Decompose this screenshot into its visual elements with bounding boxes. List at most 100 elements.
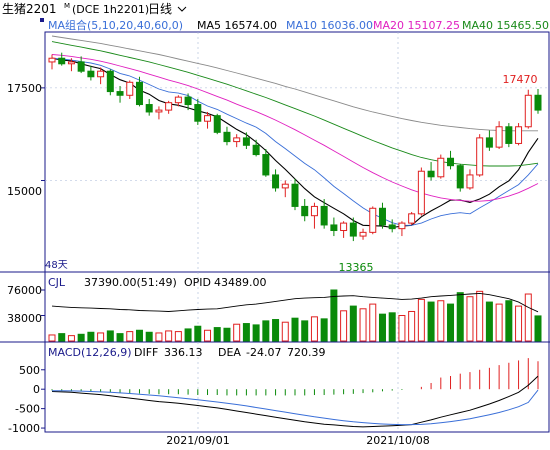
candle-body	[126, 81, 134, 96]
candle-body	[505, 126, 513, 144]
candle-body	[349, 222, 357, 237]
volume-bar	[340, 310, 348, 342]
volume-bar	[524, 293, 532, 342]
volume-bar	[252, 324, 260, 342]
collapse-icon[interactable]	[40, 18, 44, 22]
volume-bar	[301, 320, 309, 342]
candle-body	[495, 126, 503, 148]
candle-body	[174, 96, 182, 104]
volume-bar	[515, 305, 523, 342]
volume-bar	[310, 316, 318, 342]
chevron-down-icon[interactable]	[177, 6, 187, 12]
price-tick-17500: 17500	[7, 82, 42, 95]
candle-body	[310, 205, 318, 217]
volume-bar	[58, 333, 66, 342]
volume-bar	[262, 320, 270, 342]
volume-bar	[388, 312, 396, 342]
volume-bar	[466, 296, 474, 342]
candle-body	[135, 81, 143, 106]
candle-body	[48, 57, 56, 63]
opid-line	[51, 292, 539, 313]
line-ma40	[51, 41, 539, 167]
vol-tick-38000: 38000	[7, 312, 42, 325]
volume-bar	[77, 333, 85, 342]
candle-body	[456, 165, 464, 189]
volume-bar	[155, 332, 163, 342]
candle-body	[320, 205, 328, 226]
contract-subtitle: (DCE 1h2201)	[72, 3, 149, 16]
header: 生猪2201 M (DCE 1h2201) 日线	[2, 2, 187, 16]
candle-body	[77, 61, 85, 72]
macd-title[interactable]: MACD(12,26,9)	[48, 346, 132, 359]
candle-body	[388, 224, 396, 230]
candle-body	[262, 154, 270, 176]
ma-group-label[interactable]: MA组合(5,10,20,40,60,0)	[48, 18, 183, 32]
vol-tick-76000: 76000	[7, 284, 42, 297]
date-label-1008: 2021/10/08	[366, 434, 429, 447]
candle-body	[233, 137, 241, 143]
candle-body	[272, 174, 280, 189]
candle-body	[340, 222, 348, 232]
volume-bar	[233, 323, 241, 342]
candle-body	[427, 170, 435, 178]
candle-body	[116, 91, 124, 96]
volume-bar	[495, 303, 503, 342]
axis-ticks: 500 0 -500 -1000	[8, 87, 45, 435]
volume-bar	[369, 303, 377, 342]
candle-body	[476, 137, 484, 176]
volume-bar	[359, 308, 367, 342]
candles	[48, 52, 542, 242]
volume-bars	[48, 289, 542, 342]
line-ma20	[51, 54, 539, 202]
volume-bar	[291, 317, 299, 342]
volume-bar	[281, 321, 289, 342]
volume-bar	[194, 325, 202, 342]
volume-bar	[165, 330, 173, 342]
volume-bar	[213, 327, 221, 342]
cjl-value: 37390.00(51:49)	[84, 276, 177, 289]
ma5-legend: MA5 16574.00	[197, 19, 277, 32]
volume-bar	[427, 301, 435, 342]
candle-body	[369, 207, 377, 233]
candle-body	[204, 115, 212, 122]
dea-label: DEA	[218, 346, 241, 359]
candle-body	[58, 57, 66, 65]
volume-bar	[447, 303, 455, 342]
candle-body	[155, 109, 163, 113]
macd-tick-label: 500	[19, 364, 40, 377]
candle-body	[524, 94, 532, 128]
candle-body	[87, 70, 95, 78]
candle-body	[330, 224, 338, 232]
macd-tick-label: -1000	[8, 422, 40, 435]
macd-series	[51, 358, 539, 428]
volume-bar	[330, 289, 338, 342]
line-ma10	[51, 57, 539, 226]
macd-tick-label: 0	[33, 383, 40, 396]
candle-body	[165, 102, 173, 111]
cjl-title[interactable]: CJL	[48, 276, 66, 289]
candle-body	[437, 157, 445, 178]
volume-bar	[476, 290, 484, 342]
line-ma60	[51, 35, 538, 132]
volume-bar	[116, 333, 124, 342]
opid-value: 43489.00	[214, 276, 267, 289]
candle-body	[378, 207, 386, 226]
volume-bar	[417, 298, 425, 342]
volume-bar	[349, 305, 357, 342]
candle-body	[106, 70, 114, 93]
period-label[interactable]: 日线	[148, 2, 172, 16]
macd-value: 720.39	[287, 346, 326, 359]
volume-bar	[456, 292, 464, 342]
volume-bar	[223, 327, 231, 342]
volume-bar	[485, 301, 493, 342]
volume-bar	[145, 331, 153, 342]
volume-bar	[106, 330, 114, 342]
volume-bar	[87, 331, 95, 342]
candle-body	[466, 174, 474, 189]
candle-body	[252, 144, 260, 156]
volume-bar	[97, 332, 105, 342]
dea-line	[52, 389, 539, 426]
candle-body	[67, 61, 75, 65]
